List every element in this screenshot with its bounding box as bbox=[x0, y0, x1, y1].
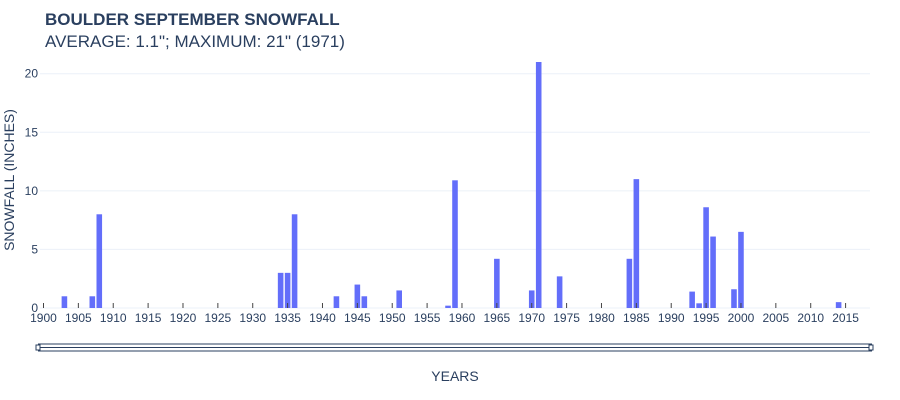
range-slider-left-handle[interactable] bbox=[35, 344, 41, 351]
bar[interactable] bbox=[445, 305, 451, 308]
bar[interactable] bbox=[96, 214, 103, 308]
bar[interactable] bbox=[291, 214, 298, 308]
x-tick-label: 1955 bbox=[414, 311, 441, 325]
x-tick-label: 1965 bbox=[483, 311, 510, 325]
chart-title: BOULDER SEPTEMBER SNOWFALL bbox=[45, 10, 340, 29]
x-tick-label: 1905 bbox=[65, 311, 92, 325]
bar[interactable] bbox=[277, 272, 284, 308]
x-tick-label: 1935 bbox=[274, 311, 301, 325]
chart-subtitle: AVERAGE: 1.1"; MAXIMUM: 21" (1971) bbox=[45, 32, 345, 51]
x-tick-label: 1915 bbox=[135, 311, 162, 325]
x-tick-label: 1945 bbox=[344, 311, 371, 325]
x-axis-title: YEARS bbox=[431, 368, 478, 384]
bar[interactable] bbox=[333, 296, 340, 308]
bar[interactable] bbox=[396, 290, 402, 308]
x-tick-label: 1975 bbox=[553, 311, 580, 325]
bar[interactable] bbox=[494, 258, 500, 308]
x-tick-label: 2000 bbox=[728, 311, 755, 325]
bar[interactable] bbox=[528, 290, 535, 308]
x-tick-label: 1925 bbox=[205, 311, 232, 325]
x-tick-label: 1960 bbox=[449, 311, 476, 325]
bar[interactable] bbox=[710, 236, 716, 308]
bar[interactable] bbox=[731, 289, 737, 308]
bar[interactable] bbox=[61, 296, 68, 308]
x-tick-label: 1995 bbox=[693, 311, 720, 325]
range-slider-right-handle[interactable] bbox=[868, 344, 874, 351]
y-tick-label: 20 bbox=[25, 67, 39, 81]
x-tick-label: 2010 bbox=[797, 311, 824, 325]
x-axis-ticks: 1900 1905 1910 1915 1920 1925 1930 1935 1940 1945… bbox=[30, 303, 859, 325]
range-slider[interactable] bbox=[35, 343, 874, 352]
x-tick-label: 1920 bbox=[170, 311, 197, 325]
y-axis-ticks: 0 5 10 15 20 bbox=[25, 67, 39, 315]
x-tick-label: 1910 bbox=[100, 311, 127, 325]
x-tick-label: 1980 bbox=[588, 311, 615, 325]
bar[interactable] bbox=[556, 276, 563, 308]
y-axis-title: SNOWFALL (INCHES) bbox=[1, 109, 17, 251]
bar[interactable] bbox=[354, 284, 361, 308]
x-tick-label: 1985 bbox=[623, 311, 650, 325]
x-tick-label: 1990 bbox=[658, 311, 685, 325]
x-tick-label: 1970 bbox=[518, 311, 545, 325]
x-tick-label: 2015 bbox=[832, 311, 859, 325]
bar[interactable] bbox=[452, 180, 458, 308]
x-tick-label: 1950 bbox=[379, 311, 406, 325]
bar[interactable] bbox=[361, 296, 368, 308]
y-tick-label: 5 bbox=[31, 242, 38, 256]
bar[interactable] bbox=[535, 62, 542, 308]
y-tick-label: 15 bbox=[25, 125, 39, 139]
x-tick-label: 1930 bbox=[239, 311, 266, 325]
y-tick-label: 0 bbox=[31, 301, 38, 315]
x-tick-label: 1900 bbox=[30, 311, 57, 325]
bar[interactable] bbox=[696, 303, 702, 308]
bar[interactable] bbox=[689, 291, 695, 308]
bar[interactable] bbox=[89, 296, 96, 308]
x-tick-label: 2005 bbox=[762, 311, 789, 325]
bar[interactable] bbox=[703, 207, 709, 308]
x-tick-label: 1940 bbox=[309, 311, 336, 325]
bar[interactable] bbox=[738, 231, 744, 308]
bar[interactable] bbox=[626, 258, 633, 308]
bar[interactable] bbox=[835, 302, 842, 308]
bars bbox=[61, 62, 842, 308]
bar[interactable] bbox=[284, 272, 291, 308]
y-tick-label: 10 bbox=[25, 184, 39, 198]
bar[interactable] bbox=[633, 179, 640, 308]
